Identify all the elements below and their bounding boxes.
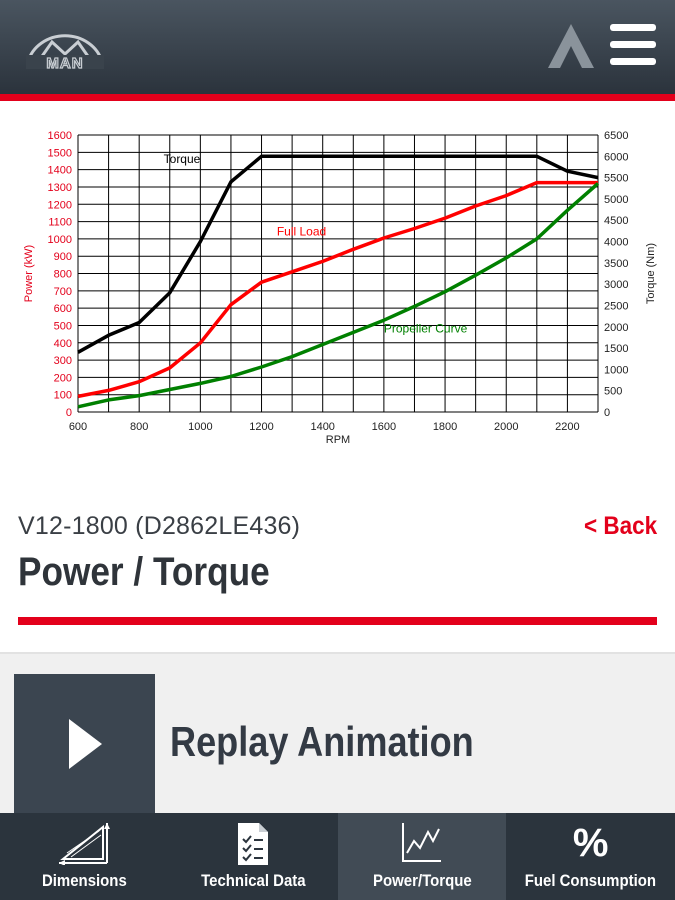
replay-button[interactable]	[14, 674, 155, 815]
y-right-tick-label: 1000	[604, 364, 628, 376]
percent-icon: %	[572, 821, 609, 865]
nav-label: Technical Data	[200, 871, 306, 890]
series-line-full-load	[77, 180, 598, 399]
menu-bar-top	[610, 24, 656, 31]
y-right-tick-label: 4000	[604, 237, 628, 249]
y-right-tick-label: 500	[604, 386, 622, 398]
y-right-tick-label: 4500	[604, 215, 628, 227]
nav-power-torque[interactable]: Power/Torque	[337, 813, 507, 900]
nav-technical-data[interactable]: Technical Data	[169, 813, 338, 900]
play-icon	[69, 719, 102, 769]
title-divider	[18, 617, 657, 625]
header-accent-bar	[0, 94, 675, 101]
power-torque-chart: 600 800 1000 1200 1400 1600 1800 2000 2200010020…	[23, 130, 657, 446]
y-left-tick-label: 1600	[48, 130, 72, 142]
x-tick-label: 1200	[249, 421, 273, 433]
nav-label: Fuel Consumption	[524, 871, 657, 890]
dimensions-icon	[59, 823, 111, 865]
y-left-tick-label: 200	[54, 372, 72, 384]
y-left-tick-label: 400	[54, 338, 72, 350]
a-chevron-icon	[548, 24, 594, 68]
x-tick-label: 1600	[372, 421, 396, 433]
series-line-propeller-curve	[77, 182, 600, 409]
y-left-tick-label: 600	[54, 303, 72, 315]
back-button[interactable]: < Back	[584, 512, 658, 540]
nav-fuel-consumption[interactable]: % Fuel Consumption	[506, 813, 675, 900]
replay-animation-label[interactable]: Replay Animation	[170, 718, 474, 765]
x-tick-label: 600	[69, 421, 87, 433]
y-left-tick-label: 500	[54, 320, 72, 332]
y-right-tick-label: 3000	[604, 279, 628, 291]
y-right-tick-label: 6500	[604, 130, 628, 142]
y-left-tick-label: 1400	[48, 165, 72, 177]
y-right-tick-label: 5500	[604, 173, 628, 185]
x-tick-label: 1000	[188, 421, 212, 433]
y-right-tick-label: 0	[604, 407, 610, 419]
nav-label: Power/Torque	[372, 871, 472, 890]
series-annotation: Torque	[164, 152, 201, 166]
x-axis-label: RPM	[326, 434, 350, 446]
engine-model: V12-1800 (D2862LE436)	[18, 512, 301, 540]
y-right-tick-label: 6000	[604, 151, 628, 163]
y-right-tick-label: 1500	[604, 343, 628, 355]
bottom-navigation: Dimensions Technical Data Power/Torque %…	[0, 813, 675, 900]
y-left-tick-label: 1100	[48, 217, 72, 229]
menu-bar-bottom	[610, 58, 656, 65]
series-annotation: Propeller Curve	[384, 321, 468, 335]
x-tick-label: 2000	[494, 421, 518, 433]
y-left-axis-label: Power (kW)	[23, 245, 35, 302]
series-annotation: Full Load	[277, 224, 326, 238]
y-right-tick-label: 2000	[604, 322, 628, 334]
logo-text: MAN	[46, 55, 83, 72]
series-line-torque	[77, 154, 599, 354]
menu-bar-middle	[610, 41, 656, 48]
y-right-axis-label: Torque (Nm)	[645, 243, 657, 304]
man-logo: MAN	[26, 34, 104, 72]
y-right-tick-label: 5000	[604, 194, 628, 206]
y-left-tick-label: 900	[54, 251, 72, 263]
y-right-tick-label: 2500	[604, 300, 628, 312]
x-tick-label: 800	[130, 421, 148, 433]
hamburger-menu-icon[interactable]	[610, 24, 656, 68]
y-right-tick-label: 3500	[604, 258, 628, 270]
page-title: Power / Torque	[18, 550, 270, 594]
y-left-tick-label: 1500	[48, 147, 72, 159]
y-left-tick-label: 1300	[48, 182, 72, 194]
x-tick-label: 1800	[433, 421, 457, 433]
y-left-tick-label: 0	[66, 407, 72, 419]
y-left-tick-label: 1200	[48, 199, 72, 211]
x-tick-label: 1400	[310, 421, 334, 433]
nav-dimensions[interactable]: Dimensions	[0, 813, 169, 900]
y-left-tick-label: 300	[54, 355, 72, 367]
y-left-tick-label: 800	[54, 269, 72, 281]
y-left-tick-label: 1000	[48, 234, 72, 246]
y-left-tick-label: 700	[54, 286, 72, 298]
nav-label: Dimensions	[41, 871, 127, 890]
x-tick-label: 2200	[555, 421, 579, 433]
checklist-icon	[238, 823, 269, 865]
app-header: MAN	[0, 0, 675, 94]
line-chart-icon	[401, 823, 441, 862]
y-left-tick-label: 100	[54, 390, 72, 402]
